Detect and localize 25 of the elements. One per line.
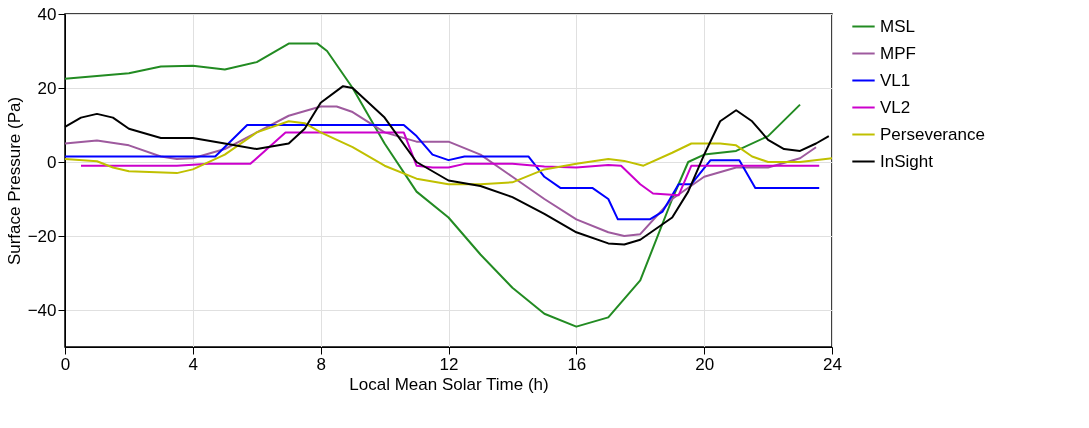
legend-label: VL1 <box>880 70 911 90</box>
line-series <box>79 131 821 197</box>
legend-label: InSight <box>880 151 934 171</box>
x-tick-label: 20 <box>695 354 715 374</box>
x-tick-label: 0 <box>60 354 71 374</box>
line-series <box>64 42 802 328</box>
y-axis-title: Surface Pressure (Pa) <box>4 96 24 266</box>
y-tick-label: 0 <box>47 152 57 172</box>
y-tick-label: −40 <box>27 300 57 320</box>
line-series <box>64 124 821 221</box>
x-axis-title: Local Mean Solar Time (h) <box>349 374 549 394</box>
legend-label: MSL <box>880 16 915 36</box>
y-tick-label: −20 <box>27 226 57 246</box>
legend-label: VL2 <box>880 97 911 117</box>
x-tick-label: 12 <box>439 354 459 374</box>
x-tick-label: 24 <box>823 354 842 374</box>
legend-label: MPF <box>880 43 916 63</box>
legend-label: Perseverance <box>880 124 985 144</box>
x-tick-label: 8 <box>316 354 326 374</box>
line-series <box>64 105 818 237</box>
y-tick-label: 40 <box>37 4 57 24</box>
line-series <box>64 120 833 186</box>
x-tick-label: 4 <box>188 354 199 374</box>
y-tick-label: 20 <box>37 78 57 98</box>
x-tick-label: 16 <box>567 354 587 374</box>
